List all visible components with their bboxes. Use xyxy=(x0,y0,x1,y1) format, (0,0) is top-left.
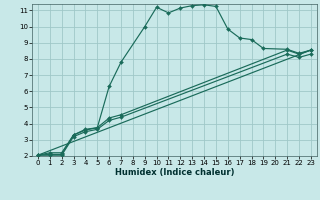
X-axis label: Humidex (Indice chaleur): Humidex (Indice chaleur) xyxy=(115,168,234,177)
